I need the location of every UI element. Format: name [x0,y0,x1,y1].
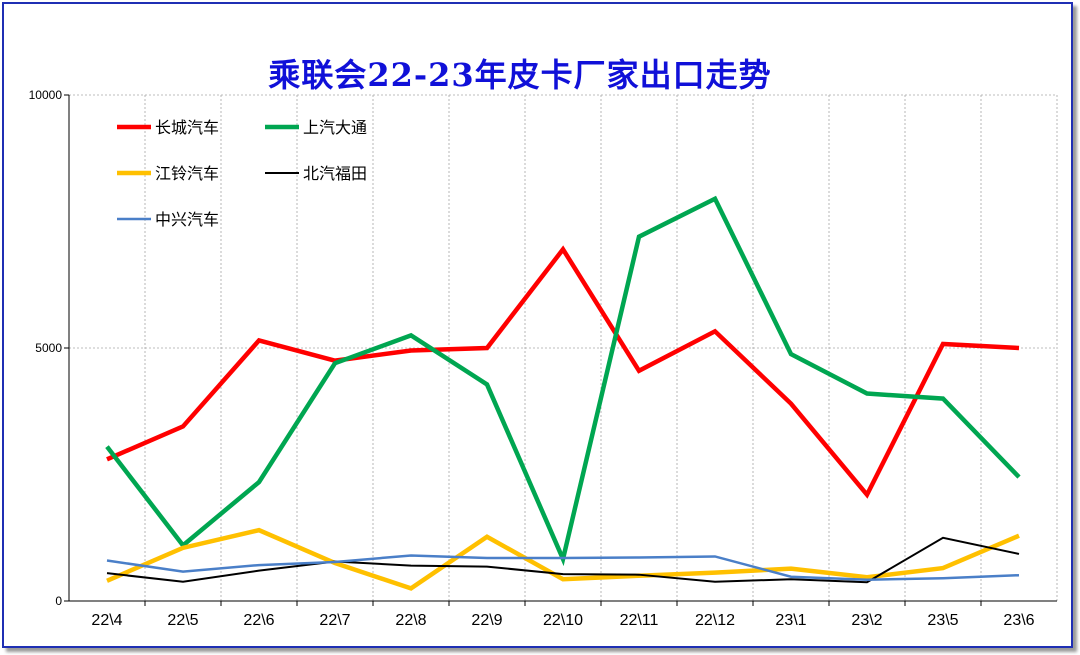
x-tick-label: 22\5 [167,612,198,629]
x-tick-label: 23\2 [851,612,882,629]
series-layer [105,195,1021,591]
legend-label: 长城汽车 [155,118,219,137]
x-tick-label: 22\12 [695,612,735,629]
x-tick-label: 23\1 [775,612,806,629]
axis-layer: 0 5000 10000 22\4 22\5 22\6 22\7 22\8 22\9 22\10 2… [29,88,1057,629]
x-tick-label: 23\5 [927,612,958,629]
grid-layer [69,94,1058,601]
y-tick-label: 5000 [35,341,62,355]
legend-label: 江铃汽车 [155,164,219,183]
series-line-5 [106,554,1020,581]
x-tick-label: 22\4 [91,612,122,629]
legend-label: 北汽福田 [303,164,367,183]
y-tick-label: 0 [55,594,62,608]
x-tick-label: 22\9 [471,612,502,629]
series-line-4 [106,536,1020,584]
series-line-3 [106,527,1020,591]
series-line-1 [106,245,1020,499]
chart-title: 乘联会22-23年皮卡厂家出口走势 [268,56,772,94]
x-tick-label: 22\6 [243,612,274,629]
x-tick-label: 23\6 [1003,612,1034,629]
y-tick-label: 10000 [29,88,63,102]
x-tick-label: 22\10 [543,612,583,629]
x-tick-label: 22\11 [620,612,659,629]
x-tick-label: 22\8 [395,612,426,629]
legend-label: 上汽大通 [303,118,367,137]
legend-label: 中兴汽车 [155,210,219,229]
x-tick-label: 22\7 [319,612,350,629]
